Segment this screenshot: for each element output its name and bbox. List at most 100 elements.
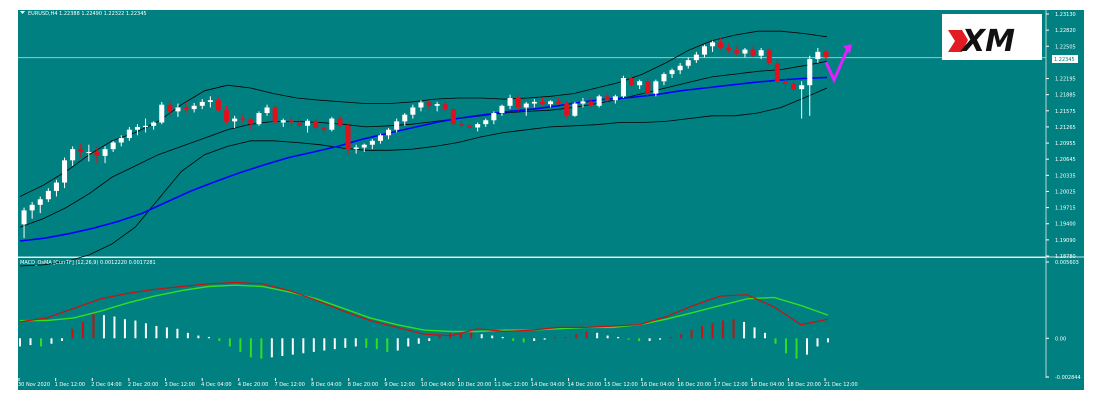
candle-body xyxy=(191,105,197,110)
candle xyxy=(596,94,602,108)
candle-body xyxy=(240,118,246,120)
candle xyxy=(637,79,643,90)
candle xyxy=(183,101,189,114)
candle xyxy=(701,44,707,58)
axes-labels: 1.23130 1.22820 1.22505 1.22195 1.21885 1.215… xyxy=(18,12,1081,388)
time-axis-label: 2 Dec 20:00 xyxy=(128,382,158,388)
candle xyxy=(126,126,132,141)
candle xyxy=(531,99,537,108)
candle xyxy=(442,101,448,112)
candle xyxy=(102,146,108,164)
time-axis-panel xyxy=(18,378,1084,390)
candle xyxy=(248,118,254,130)
candle xyxy=(377,133,383,144)
candle-body xyxy=(629,77,635,86)
logo-text: XM xyxy=(960,24,1015,59)
candle-body xyxy=(426,102,432,106)
forecast-arrow-icon xyxy=(824,47,850,84)
candle-body xyxy=(70,149,76,161)
candle xyxy=(280,118,286,127)
price-axis-label: 1.20645 xyxy=(1055,157,1076,163)
price-axis-label: 1.18780 xyxy=(1055,254,1076,260)
time-axis-label: 18 Dec 04:00 xyxy=(751,382,785,388)
candle-body xyxy=(677,65,683,71)
candle-body xyxy=(718,42,724,48)
time-axis-label: 16 Dec 20:00 xyxy=(677,382,711,388)
candle-body xyxy=(94,151,100,156)
candle xyxy=(483,118,489,127)
candle-body xyxy=(86,151,92,153)
candle-body xyxy=(434,104,440,106)
candle-body xyxy=(499,105,505,114)
main-chart-panel[interactable] xyxy=(18,10,1046,257)
indicator-panel[interactable] xyxy=(18,258,1046,378)
candle-body xyxy=(693,54,699,61)
candle-body xyxy=(110,142,116,150)
price-axis-label: 1.21575 xyxy=(1055,109,1076,115)
candle-body xyxy=(53,182,59,191)
candle-body xyxy=(418,102,424,108)
candle-body xyxy=(134,126,140,130)
candle-body xyxy=(280,120,286,123)
candle-body xyxy=(37,199,43,205)
candle xyxy=(118,135,124,147)
candle xyxy=(612,94,618,104)
candle xyxy=(143,118,149,133)
candle-body xyxy=(564,103,570,116)
candle xyxy=(418,100,424,112)
candle xyxy=(224,105,230,125)
candle-body xyxy=(21,210,27,225)
candle xyxy=(620,75,626,99)
candle-body xyxy=(345,125,351,150)
time-axis-label: 10 Dec 20:00 xyxy=(458,382,492,388)
candle-body xyxy=(669,70,675,75)
time-axis-label: 9 Dec 12:00 xyxy=(384,382,414,388)
macd-line xyxy=(19,281,829,337)
candle xyxy=(321,125,327,134)
candle xyxy=(564,100,570,119)
candle xyxy=(515,94,521,112)
candle-body xyxy=(467,125,473,128)
candle-body xyxy=(742,49,748,54)
candle xyxy=(361,143,367,152)
candle-body xyxy=(523,103,529,108)
xm-logo: XM xyxy=(942,14,1042,60)
candle-body xyxy=(224,110,230,122)
candle xyxy=(78,143,84,158)
time-axis-label: 14 Dec 04:00 xyxy=(531,382,565,388)
candle-body xyxy=(288,120,294,123)
candle xyxy=(337,115,343,129)
price-axis-label: 1.20335 xyxy=(1055,173,1076,179)
candle-body xyxy=(685,60,691,66)
candle xyxy=(523,101,529,116)
time-axis-label: 30 Nov 2020 xyxy=(18,382,50,388)
candle-body xyxy=(143,125,149,127)
candle-body xyxy=(823,51,829,58)
candle xyxy=(410,104,416,119)
time-axis-label: 21 Dec 12:00 xyxy=(824,382,858,388)
price-axis-label: 1.20025 xyxy=(1055,189,1076,195)
price-axis-label: 1.22195 xyxy=(1055,77,1076,83)
candle-body xyxy=(329,118,335,130)
time-axis-label: 7 Dec 12:00 xyxy=(274,382,304,388)
candle xyxy=(191,103,197,113)
candle xyxy=(750,46,756,58)
candle xyxy=(434,101,440,112)
candle-body xyxy=(774,62,780,82)
price-axis-label: 1.22505 xyxy=(1055,44,1076,50)
candle xyxy=(264,104,270,116)
candle-body xyxy=(369,140,375,145)
candle xyxy=(232,115,238,129)
candle xyxy=(305,119,311,133)
candle xyxy=(288,115,294,126)
collapse-triangle-icon[interactable] xyxy=(20,11,25,14)
candle-body xyxy=(556,101,562,104)
candle-body xyxy=(256,113,262,125)
candle xyxy=(669,68,675,78)
bollinger-middle-line xyxy=(19,60,828,228)
candle-body xyxy=(710,42,716,47)
candle-body xyxy=(758,50,764,56)
candle xyxy=(426,100,432,110)
candle xyxy=(556,98,562,105)
